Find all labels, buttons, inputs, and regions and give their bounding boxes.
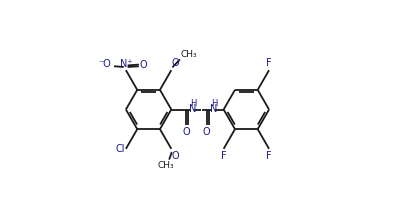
Text: O: O [140,60,148,71]
Text: N⁺: N⁺ [119,59,132,69]
Text: O: O [182,127,190,137]
Text: N: N [210,104,217,115]
Text: F: F [221,151,227,161]
Text: N: N [189,104,196,115]
Text: H: H [190,99,197,108]
Text: O: O [203,127,211,137]
Text: O: O [172,58,180,69]
Text: O: O [172,150,179,161]
Text: CH₃: CH₃ [158,161,174,170]
Text: CH₃: CH₃ [180,49,197,58]
Text: Cl: Cl [115,144,125,154]
Text: H: H [211,99,218,108]
Text: F: F [266,151,272,161]
Text: ⁻O: ⁻O [99,59,111,69]
Text: F: F [266,58,272,69]
